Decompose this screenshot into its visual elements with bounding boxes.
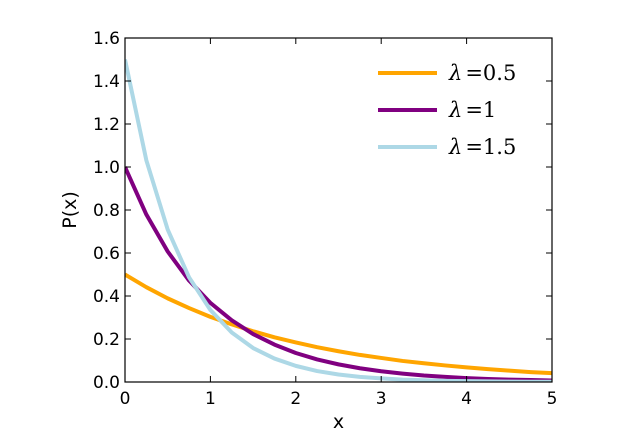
ticks-layer: 0 1 2 3 4 5 0.0 0.2 0.4 0.6 0.8 1.0 1.2 1.4 1.6 — [93, 29, 557, 409]
legend-label-2: λ =1 — [448, 98, 496, 122]
y-tick-label-7: 1.4 — [93, 72, 120, 92]
plot-frame — [124, 37, 553, 383]
y-tick-label-5: 1.0 — [93, 158, 120, 178]
y-tick-label-0: 0.0 — [93, 373, 120, 393]
series-line-1 — [125, 272, 552, 376]
x-tick-label-1: 1 — [205, 389, 216, 409]
y-tick-label-8: 1.6 — [93, 29, 120, 49]
y-tick-label-1: 0.2 — [93, 330, 120, 350]
x-tick-label-2: 2 — [290, 389, 301, 409]
axes-layer — [124, 37, 553, 383]
y-tick-label-2: 0.4 — [93, 287, 120, 307]
y-axis-title: P(x) — [59, 191, 81, 229]
x-tick-label-0: 0 — [120, 389, 131, 409]
legend: λ =0.5 λ =1 λ =1.5 — [378, 61, 516, 159]
series-layer — [125, 59, 552, 382]
x-tick-label-5: 5 — [547, 389, 558, 409]
y-tick-label-6: 1.2 — [93, 115, 120, 135]
legend-label-3: λ =1.5 — [448, 135, 516, 159]
y-tick-label-4: 0.8 — [93, 201, 120, 221]
x-tick-label-4: 4 — [461, 389, 472, 409]
x-tick-label-3: 3 — [376, 389, 387, 409]
legend-label-1: λ =0.5 — [448, 61, 516, 85]
x-axis-title: x — [333, 411, 344, 433]
y-tick-label-3: 0.6 — [93, 244, 120, 264]
series-line-3 — [125, 59, 552, 382]
